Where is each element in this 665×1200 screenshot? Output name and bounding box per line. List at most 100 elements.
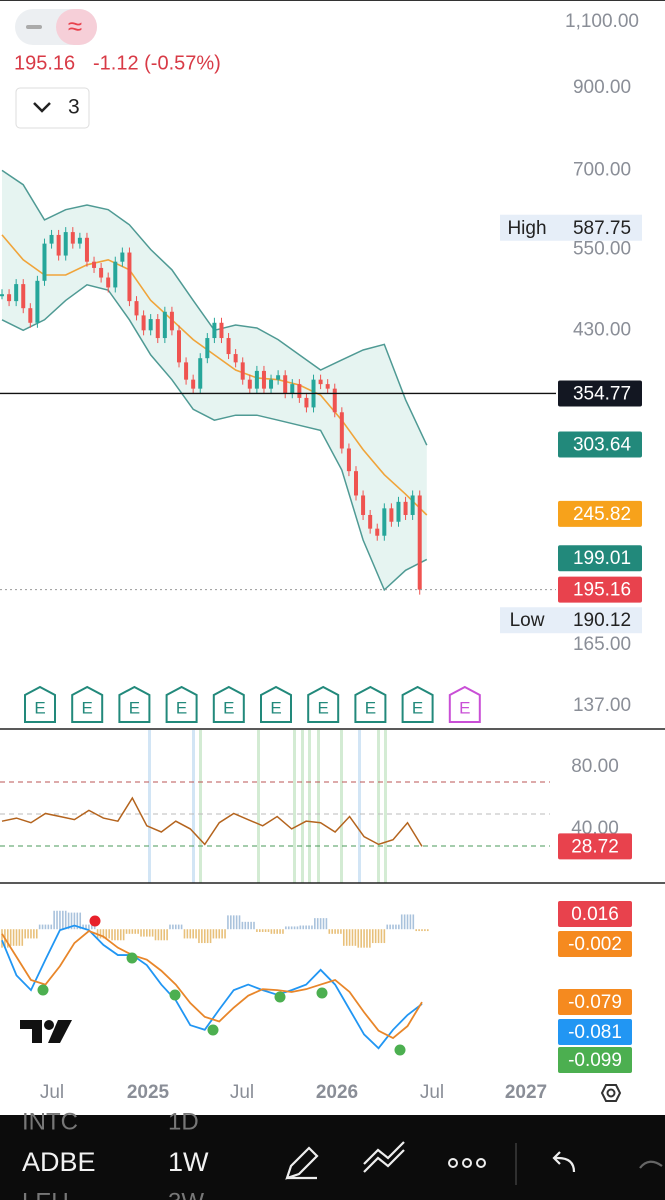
macd-histogram xyxy=(166,929,168,941)
macd-histogram xyxy=(35,929,38,939)
rsi-badge-label: 28.72 xyxy=(571,836,619,857)
macd-histogram xyxy=(305,925,307,930)
toolbar-symbol[interactable]: INTC xyxy=(22,1108,78,1135)
macd-histogram xyxy=(41,924,44,930)
dot xyxy=(462,1158,472,1168)
candle xyxy=(219,322,224,339)
settings-icon[interactable] xyxy=(600,1084,622,1102)
macd-histogram xyxy=(53,910,55,930)
candle xyxy=(42,243,47,281)
rsi-highlights xyxy=(148,730,387,883)
macd-histogram xyxy=(241,921,244,930)
candle xyxy=(198,358,203,389)
lines-icon[interactable] xyxy=(363,1141,405,1173)
highlight xyxy=(293,730,296,883)
candle xyxy=(134,301,139,316)
macd-histogram xyxy=(56,910,58,930)
macd-histogram xyxy=(169,924,171,930)
earnings-label: E xyxy=(365,698,376,717)
macd-histogram xyxy=(122,929,125,941)
macd-histogram xyxy=(264,929,267,932)
toolbar-interval[interactable]: 1W xyxy=(168,1147,209,1177)
macd-histogram xyxy=(128,929,131,934)
macd-histogram xyxy=(227,915,229,930)
price-badge xyxy=(558,545,642,572)
price-badge xyxy=(558,500,642,527)
candle xyxy=(70,232,75,244)
toolbar-interval[interactable]: 1D xyxy=(168,1108,199,1135)
toolbar xyxy=(0,1115,665,1200)
earnings-marker xyxy=(24,685,56,723)
earnings-marker xyxy=(71,685,104,723)
redo-icon[interactable] xyxy=(639,1160,663,1169)
candle xyxy=(417,495,422,590)
macd-histogram xyxy=(250,921,252,930)
candle xyxy=(155,319,160,339)
earnings-label: E xyxy=(34,698,45,717)
macd-histogram xyxy=(18,929,21,946)
pencil-icon[interactable] xyxy=(285,1146,319,1180)
earnings-label: E xyxy=(223,698,234,717)
earnings-marker xyxy=(401,685,434,723)
cross-dot xyxy=(89,915,101,927)
toolbar-symbol[interactable]: LEU xyxy=(22,1188,69,1200)
candle xyxy=(35,280,40,323)
macd-histogram xyxy=(383,929,386,944)
macd-histogram xyxy=(389,924,391,930)
candle xyxy=(375,528,380,536)
price-badge-label: 303.64 xyxy=(573,435,632,456)
earnings-label: E xyxy=(318,698,329,717)
macd-histogram xyxy=(311,925,313,930)
macd-histogram xyxy=(117,929,119,941)
band-lower xyxy=(1,283,428,592)
toolbar-interval[interactable]: 3W xyxy=(168,1188,204,1200)
macd-histogram xyxy=(395,924,397,930)
macd-histogram xyxy=(33,929,35,939)
macd-histogram xyxy=(198,929,200,944)
macd-histogram xyxy=(154,929,157,941)
macd-histogram xyxy=(392,924,394,930)
macd-histogram xyxy=(224,929,226,939)
macd-histogram xyxy=(348,929,351,946)
macd-histogram xyxy=(377,929,380,944)
candle xyxy=(276,375,281,380)
macd-histogram xyxy=(146,929,148,937)
macd-histogram xyxy=(261,929,264,932)
logo-part xyxy=(44,1020,54,1030)
macd-histogram xyxy=(93,924,96,930)
macd-histogram xyxy=(369,929,371,948)
undo-icon[interactable] xyxy=(552,1151,576,1173)
macd-histogram xyxy=(195,929,197,939)
candle xyxy=(304,397,309,408)
macd-histogram xyxy=(206,929,209,944)
candle xyxy=(240,362,245,380)
x-tick-label: 2026 xyxy=(316,1082,358,1103)
candle xyxy=(113,261,118,288)
toolbar-symbol[interactable]: ADBE xyxy=(22,1147,96,1177)
rsi-line xyxy=(1,796,423,847)
macd-histogram xyxy=(90,924,93,930)
more-icon[interactable] xyxy=(448,1158,486,1168)
candle xyxy=(148,319,153,331)
price-badge-label: 245.82 xyxy=(573,504,631,525)
macd-histogram xyxy=(279,929,281,934)
macd-histogram xyxy=(314,918,316,930)
indicator-toggle[interactable] xyxy=(15,87,90,129)
macd-histogram xyxy=(256,929,258,932)
macd-histogram xyxy=(247,921,250,930)
macd-histogram xyxy=(354,929,357,946)
macd-badge-label: -0.081 xyxy=(568,1022,622,1043)
earnings-label: E xyxy=(82,698,93,717)
y-tick-label: 700.00 xyxy=(573,159,631,180)
candle xyxy=(233,354,238,363)
macd-badge-label: -0.079 xyxy=(568,992,622,1013)
high-marker xyxy=(500,214,642,241)
macd-histogram xyxy=(221,929,223,939)
candle xyxy=(127,252,132,302)
dot xyxy=(476,1158,486,1168)
macd-histogram xyxy=(148,929,151,937)
candle xyxy=(346,448,351,472)
highlight xyxy=(192,730,195,883)
earnings-marker xyxy=(165,685,198,723)
macd-histogram xyxy=(114,929,116,941)
